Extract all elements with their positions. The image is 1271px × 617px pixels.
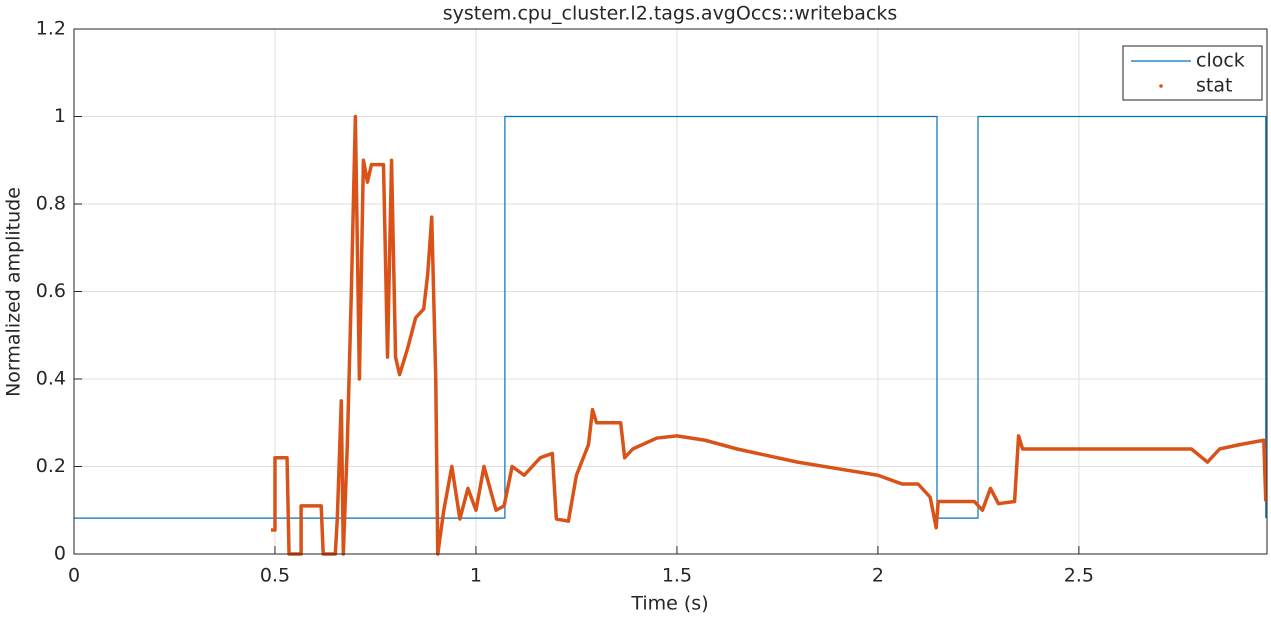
chart-title: system.cpu_cluster.l2.tags.avgOccs::writ… bbox=[443, 3, 898, 25]
x-tick-label: 2.5 bbox=[1064, 565, 1094, 587]
x-tick-label: 1.5 bbox=[662, 565, 692, 587]
y-tick-label: 1.2 bbox=[36, 18, 66, 40]
x-tick-label: 2 bbox=[872, 565, 884, 587]
legend-label: stat bbox=[1196, 75, 1232, 97]
y-tick-label: 0 bbox=[54, 543, 66, 565]
y-tick-label: 0.2 bbox=[36, 455, 66, 477]
x-tick-label: 1 bbox=[470, 565, 482, 587]
y-axis-label: Normalized amplitude bbox=[3, 187, 25, 397]
y-tick-label: 0.6 bbox=[36, 280, 66, 302]
x-tick-label: 0.5 bbox=[260, 565, 290, 587]
legend-marker bbox=[1159, 84, 1163, 88]
y-tick-label: 0.8 bbox=[36, 193, 66, 215]
x-tick-label: 0 bbox=[68, 565, 80, 587]
plot-frame bbox=[73, 28, 1268, 555]
y-tick-label: 1 bbox=[54, 105, 66, 127]
legend-box bbox=[1122, 45, 1263, 101]
y-tick-label: 0.4 bbox=[36, 368, 66, 390]
legend-label: clock bbox=[1196, 50, 1245, 72]
x-axis-label: Time (s) bbox=[630, 593, 708, 615]
stat-line bbox=[270, 114, 1268, 556]
